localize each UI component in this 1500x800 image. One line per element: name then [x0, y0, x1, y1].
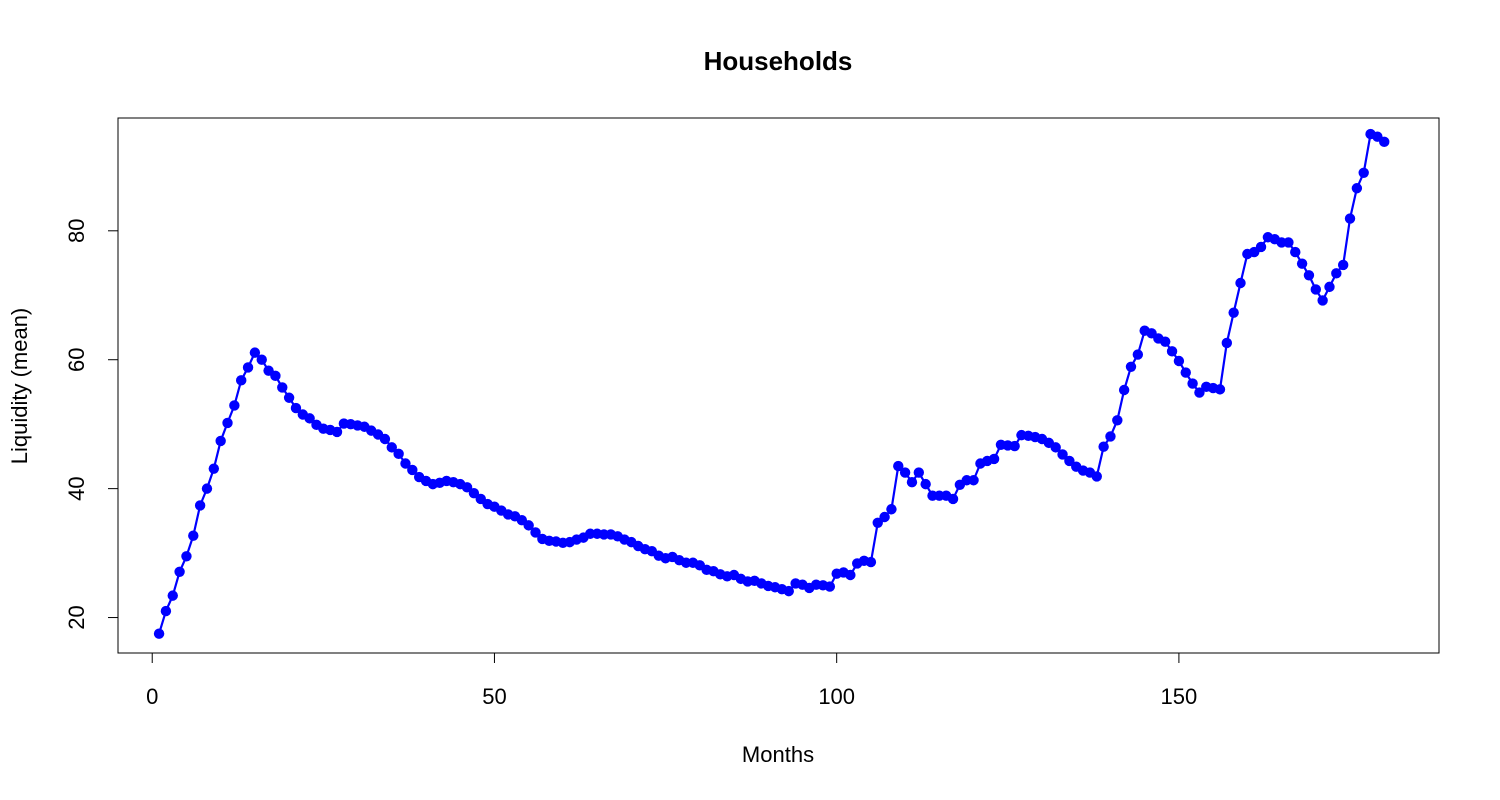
- data-point: [845, 569, 856, 581]
- data-point: [1125, 361, 1137, 373]
- data-point: [400, 458, 411, 469]
- data-point: [1118, 384, 1130, 396]
- data-point: [1351, 183, 1363, 194]
- data-point: [1009, 440, 1020, 452]
- data-point: [879, 511, 890, 523]
- data-point: [1180, 367, 1191, 378]
- data-point: [893, 460, 904, 472]
- data-point: [236, 375, 247, 386]
- x-tick-label: 50: [482, 684, 506, 709]
- data-point: [188, 530, 199, 541]
- data-point: [283, 392, 295, 403]
- data-series: [153, 128, 1390, 639]
- data-point: [783, 585, 794, 597]
- y-axis: 20 40 60 80: [64, 219, 119, 630]
- data-point: [1358, 167, 1369, 178]
- data-point: [1166, 346, 1178, 357]
- data-point: [242, 362, 254, 373]
- data-point: [270, 370, 281, 382]
- data-point: [194, 500, 206, 511]
- data-point: [968, 475, 979, 486]
- data-point: [256, 354, 267, 365]
- data-point: [1228, 307, 1239, 318]
- data-point: [229, 400, 240, 411]
- data-point: [1105, 431, 1116, 442]
- x-tick-label: 0: [146, 684, 158, 709]
- data-point: [1379, 136, 1390, 148]
- data-point: [386, 442, 397, 453]
- x-axis: 0 50 100 150: [146, 652, 1198, 709]
- chart-title: Households: [704, 46, 853, 76]
- data-point: [1098, 441, 1109, 452]
- data-point: [1091, 471, 1102, 482]
- data-point: [1050, 442, 1061, 453]
- data-point: [1194, 387, 1205, 398]
- data-point: [1132, 349, 1144, 360]
- data-point: [1064, 455, 1075, 467]
- data-point: [208, 463, 220, 474]
- data-point: [379, 433, 391, 445]
- data-point: [1317, 295, 1328, 306]
- data-point: [530, 527, 541, 538]
- data-point: [331, 426, 343, 438]
- series-line: [158, 133, 1385, 634]
- y-tick-label: 60: [64, 347, 89, 371]
- data-point: [1187, 378, 1198, 389]
- y-tick-label: 20: [64, 605, 89, 629]
- data-point: [1324, 281, 1335, 293]
- plot-frame: [117, 117, 1440, 654]
- data-point: [1303, 270, 1315, 281]
- data-point: [824, 581, 836, 592]
- data-point: [1235, 277, 1246, 289]
- data-point: [249, 347, 261, 358]
- data-point: [153, 628, 165, 639]
- data-point: [899, 467, 911, 478]
- data-point: [913, 467, 925, 478]
- data-point: [1331, 268, 1342, 279]
- data-point: [865, 556, 877, 568]
- data-point: [523, 520, 534, 531]
- data-point: [304, 413, 315, 424]
- data-point: [181, 551, 192, 562]
- data-point: [920, 478, 931, 490]
- data-point: [1160, 336, 1171, 347]
- data-point: [1214, 384, 1226, 395]
- data-point: [201, 483, 213, 494]
- data-point: [1344, 213, 1356, 224]
- data-point: [1221, 337, 1233, 349]
- data-point: [1057, 449, 1068, 460]
- y-tick-label: 80: [64, 219, 89, 243]
- data-point: [1296, 258, 1308, 269]
- data-point: [290, 402, 302, 414]
- data-point: [174, 566, 185, 577]
- data-point: [947, 493, 959, 505]
- x-tick-label: 100: [818, 684, 855, 709]
- data-point: [988, 453, 1000, 465]
- data-point: [393, 448, 404, 460]
- y-axis-label: Liquidity (mean): [7, 308, 32, 465]
- data-point: [872, 517, 883, 528]
- data-point: [1112, 415, 1123, 426]
- data-point: [1173, 355, 1185, 367]
- data-point: [160, 605, 172, 617]
- data-point: [1290, 246, 1301, 258]
- data-point: [277, 382, 288, 393]
- data-point: [215, 435, 226, 447]
- x-tick-label: 150: [1161, 684, 1198, 709]
- data-point: [1310, 284, 1322, 295]
- data-point: [407, 464, 418, 476]
- y-tick-label: 40: [64, 476, 89, 500]
- x-axis-label: Months: [742, 742, 814, 767]
- data-point: [1255, 241, 1267, 253]
- data-point: [1337, 259, 1349, 271]
- data-point: [468, 487, 480, 499]
- data-point: [1283, 237, 1294, 248]
- data-point: [906, 476, 918, 488]
- data-point: [167, 590, 178, 601]
- data-point: [886, 504, 897, 515]
- data-point: [222, 417, 233, 429]
- data-point: [461, 482, 473, 493]
